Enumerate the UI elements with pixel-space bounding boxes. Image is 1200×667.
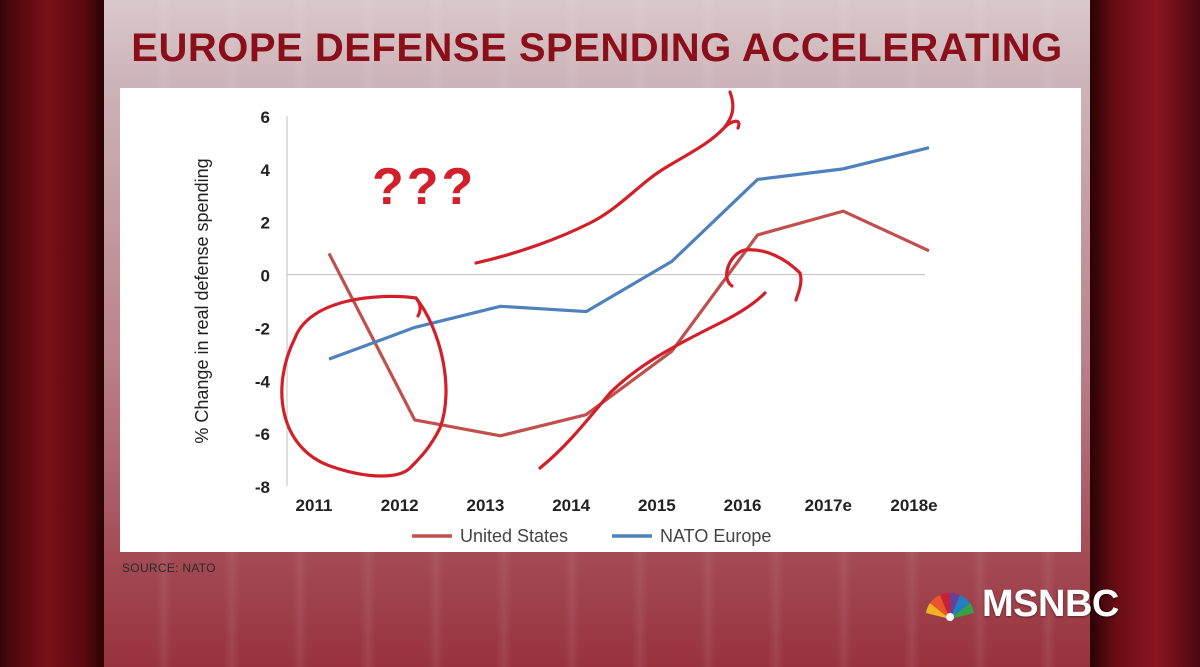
y-tick-label: -4 <box>255 372 271 391</box>
arrow-marker-hook <box>725 248 803 302</box>
x-tick-label: 2018e <box>890 496 937 515</box>
x-tick-label: 2012 <box>381 496 419 515</box>
x-tick-label: 2015 <box>638 496 676 515</box>
x-tick-label: 2017e <box>805 496 852 515</box>
y-tick-label: -2 <box>255 319 270 338</box>
headline: EUROPE DEFENSE SPENDING ACCELERATING <box>131 26 1063 70</box>
peacock-icon <box>926 592 974 621</box>
x-tick-label: 2016 <box>724 496 762 515</box>
arrow-marker-lower <box>538 291 767 470</box>
y-tick-label: -6 <box>255 425 270 444</box>
y-tick-label: 0 <box>261 267 270 286</box>
arrow-marker-upper <box>474 90 741 265</box>
legend-label: NATO Europe <box>660 526 771 546</box>
x-tick-label: 2011 <box>296 496 333 515</box>
chart-card: 6 4 2 0 -2 -4 -6 -8 2011 2012 2013 2014 2015 2016 2017… <box>120 88 1081 552</box>
circle-marker-tail <box>414 296 422 318</box>
y-tick-label: -8 <box>255 478 270 497</box>
y-axis-title: % Change in real defense spending <box>192 158 212 443</box>
series-line-0 <box>327 209 930 438</box>
msnbc-logo: MSNBC <box>924 582 1119 625</box>
x-tick-label: 2013 <box>467 496 505 515</box>
line-chart: 6 4 2 0 -2 -4 -6 -8 2011 2012 2013 2014 2015 2016 2017… <box>192 90 938 546</box>
legend-label: United States <box>460 526 568 546</box>
y-tick-label: 4 <box>261 161 271 180</box>
network-name: MSNBC <box>982 582 1119 625</box>
series-line-1 <box>328 146 930 361</box>
source-note: SOURCE: NATO <box>122 561 216 575</box>
background-left-curtain <box>0 0 104 667</box>
background-right-curtain <box>1090 0 1200 667</box>
circle-marker-stroke <box>280 294 448 478</box>
y-tick-label: 2 <box>261 214 270 233</box>
y-tick-label: 6 <box>261 108 270 127</box>
x-tick-label: 2014 <box>552 496 590 515</box>
question-marks-annotation: ??? <box>372 158 476 216</box>
